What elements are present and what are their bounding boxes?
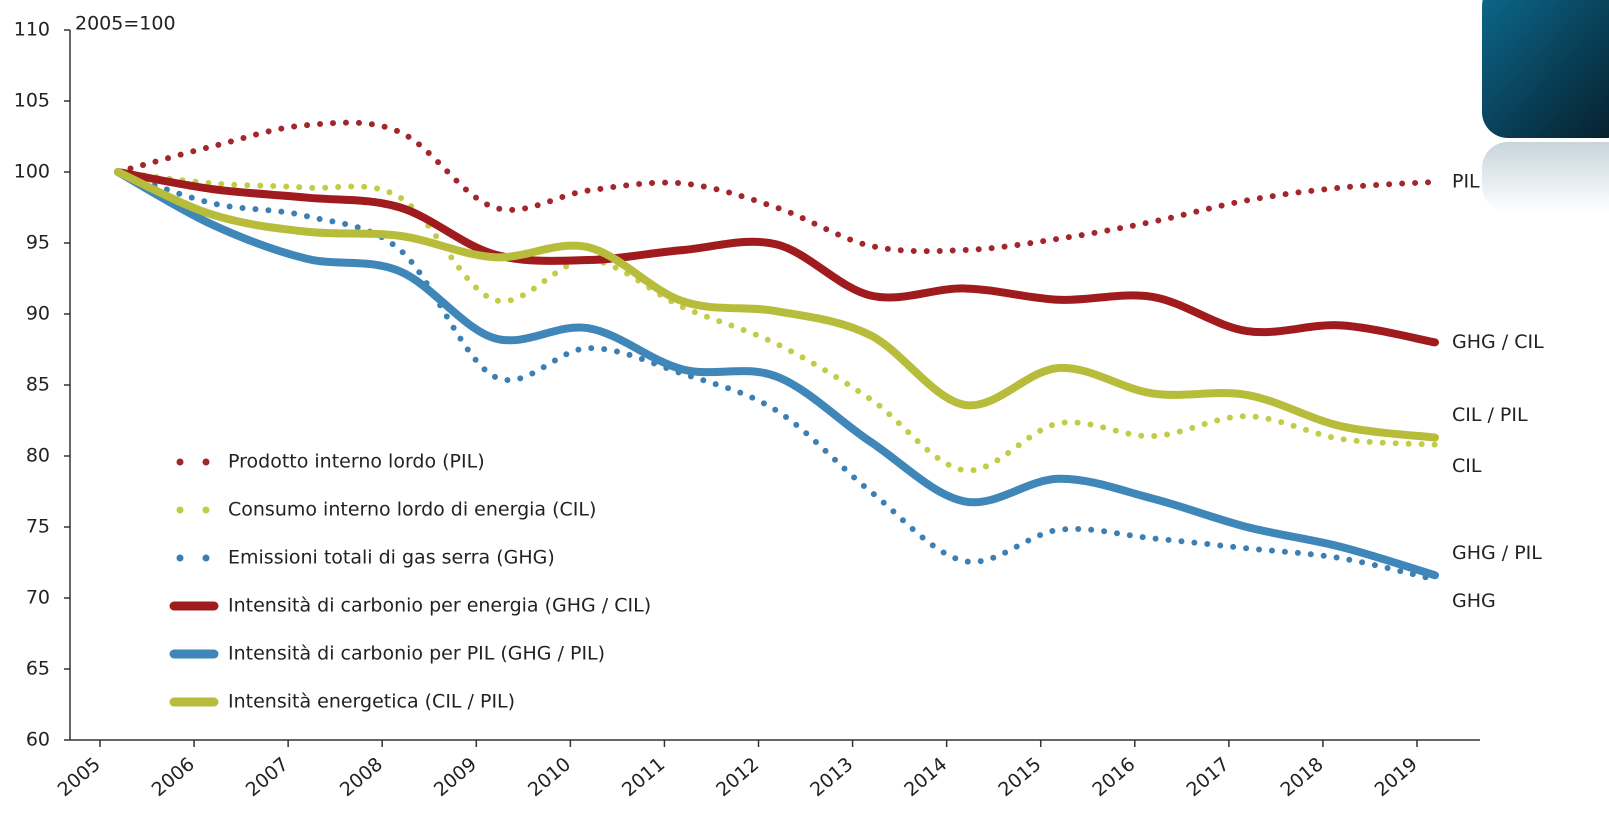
series-line <box>115 169 1438 474</box>
legend-label: Intensità di carbonio per energia (GHG /… <box>228 595 651 617</box>
series-line <box>114 168 1439 347</box>
x-tick-label: 2017 <box>1182 753 1233 801</box>
x-tick-label: 2012 <box>712 753 763 801</box>
x-tick-label: 2013 <box>806 753 857 801</box>
photo-reflection <box>1482 142 1609 212</box>
y-tick-label: 110 <box>14 19 50 41</box>
y-tick-label: 80 <box>26 445 50 467</box>
decorative-photo <box>1482 0 1609 138</box>
x-tick-label: 2014 <box>900 753 951 801</box>
series-line <box>114 168 1439 442</box>
x-tick-label: 2006 <box>148 753 199 801</box>
y-tick-label: 90 <box>26 303 50 325</box>
y-tick-label: 70 <box>26 587 50 609</box>
annotation: 2005=100 <box>75 13 176 35</box>
x-tick-label: 2011 <box>618 753 669 801</box>
x-tick-label: 2010 <box>524 753 575 801</box>
end-label: GHG <box>1452 590 1496 612</box>
end-label: CIL <box>1452 455 1482 477</box>
y-tick-label: 105 <box>14 90 50 112</box>
legend-swatch <box>176 506 184 514</box>
legend-label: Emissioni totali di gas serra (GHG) <box>228 547 555 569</box>
series-line <box>114 168 1439 580</box>
x-tick-label: 2016 <box>1088 753 1139 801</box>
x-tick-label: 2007 <box>242 753 293 801</box>
legend-label: Intensità energetica (CIL / PIL) <box>228 691 515 713</box>
y-tick-label: 75 <box>26 516 50 538</box>
legend-label: Intensità di carbonio per PIL (GHG / PIL… <box>228 643 605 665</box>
y-tick-label: 65 <box>26 658 50 680</box>
legend-swatch <box>202 458 210 466</box>
x-tick-label: 2018 <box>1276 753 1327 801</box>
legend-label: Consumo interno lordo di energia (CIL) <box>228 499 596 521</box>
end-label: GHG / PIL <box>1452 542 1542 564</box>
legend-swatch <box>176 458 184 466</box>
x-tick-label: 2015 <box>994 753 1045 801</box>
series-line <box>115 169 1438 583</box>
legend-swatch <box>176 554 184 562</box>
end-label: CIL / PIL <box>1452 404 1528 426</box>
legend-label: Prodotto interno lordo (PIL) <box>228 451 485 473</box>
end-label: PIL <box>1452 170 1480 192</box>
end-label: GHG / CIL <box>1452 331 1544 353</box>
legend-swatch <box>202 506 210 514</box>
legend-swatch <box>202 554 210 562</box>
y-tick-label: 100 <box>14 161 50 183</box>
x-tick-label: 2008 <box>336 753 387 801</box>
x-tick-label: 2005 <box>54 753 105 801</box>
x-tick-label: 2009 <box>430 753 481 801</box>
x-tick-label: 2019 <box>1371 753 1422 801</box>
series-line <box>115 119 1438 255</box>
y-tick-label: 60 <box>26 729 50 751</box>
y-tick-label: 85 <box>26 374 50 396</box>
y-tick-label: 95 <box>26 232 50 254</box>
